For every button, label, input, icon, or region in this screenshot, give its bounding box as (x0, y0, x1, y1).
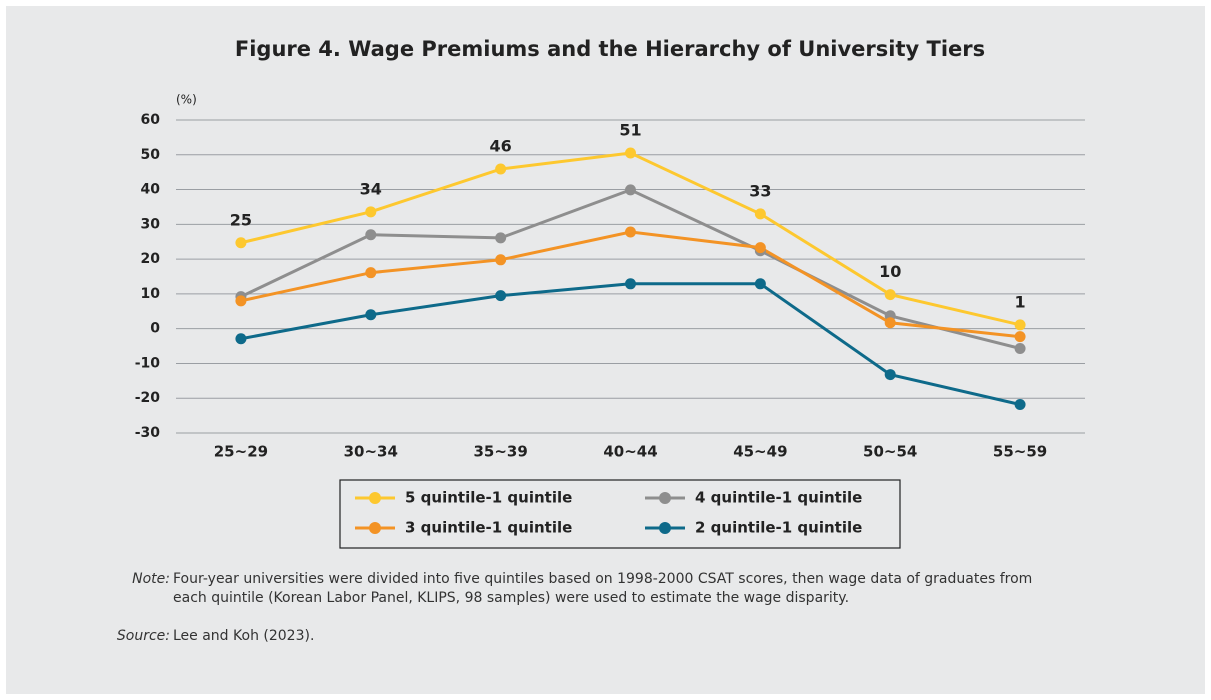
legend-marker (659, 522, 671, 534)
x-tick-label: 50~54 (863, 443, 917, 461)
legend-marker (369, 492, 381, 504)
point (365, 206, 377, 218)
x-tick-label: 25~29 (214, 443, 268, 461)
series-line (240, 282, 1021, 406)
legend-box (339, 479, 901, 549)
point (365, 229, 377, 241)
point (884, 369, 896, 381)
point (495, 254, 507, 266)
y-tick-label: -10 (135, 355, 161, 371)
data-label: 34 (360, 179, 382, 198)
panel (6, 6, 1205, 694)
point (1014, 398, 1026, 410)
legend-marker (369, 522, 381, 534)
y-tick-label: -20 (135, 390, 161, 406)
legend-label: 2 quintile-1 quintile (695, 519, 862, 537)
y-tick-label: 10 (141, 286, 161, 302)
point (625, 226, 636, 238)
point (884, 317, 896, 329)
legend-marker (659, 492, 671, 504)
legend-label: 3 quintile-1 quintile (405, 519, 572, 537)
point (754, 208, 766, 220)
point (495, 232, 507, 244)
data-label: 1 (1015, 292, 1026, 311)
legend-label: 4 quintile-1 quintile (695, 489, 862, 507)
point (1014, 331, 1026, 343)
x-tick-label: 35~39 (473, 443, 527, 461)
source-text: Lee and Koh (2023). (173, 628, 315, 644)
data-label: 10 (879, 262, 901, 281)
point (754, 278, 766, 290)
note-text: Four-year universities were divided into… (173, 571, 1033, 606)
point (495, 163, 507, 175)
point (235, 295, 247, 307)
y-tick-label: 40 (141, 182, 161, 198)
data-label: 25 (230, 210, 252, 229)
point (754, 242, 766, 254)
y-tick-label: 50 (141, 147, 161, 163)
x-tick-label: 30~34 (344, 443, 398, 461)
point (235, 237, 247, 249)
data-label: 46 (490, 137, 512, 156)
chart-title: Figure 4. Wage Premiums and the Hierarch… (235, 37, 985, 61)
point (235, 333, 247, 345)
source-label: Source: (116, 628, 170, 644)
y-tick-label: 30 (141, 216, 161, 232)
x-tick-label: 40~44 (603, 443, 657, 461)
y-tick-label: 0 (150, 321, 160, 337)
point (495, 290, 507, 302)
point (1014, 319, 1026, 331)
y-unit: (%) (176, 93, 197, 107)
point (625, 278, 636, 290)
legend-label: 5 quintile-1 quintile (405, 489, 572, 507)
series-line (240, 151, 1021, 327)
note-label: Note: (132, 571, 170, 587)
y-tick-label: 20 (141, 251, 161, 267)
chart: Figure 4. Wage Premiums and the Hierarch… (135, 37, 1085, 549)
data-label: 33 (749, 181, 771, 200)
point (365, 267, 377, 279)
source: Source: Lee and Koh (2023). (110, 627, 1060, 646)
x-tick-label: 55~59 (993, 443, 1047, 461)
point (625, 184, 636, 196)
point (625, 147, 636, 159)
y-tick-label: -30 (135, 425, 161, 441)
y-tick-label: 60 (141, 112, 161, 128)
point (365, 309, 377, 321)
x-tick-label: 45~49 (733, 443, 787, 461)
point (1014, 342, 1026, 354)
data-label: 51 (619, 121, 641, 140)
point (884, 289, 896, 301)
note: Note: Four-year universities were divide… (110, 570, 1060, 608)
